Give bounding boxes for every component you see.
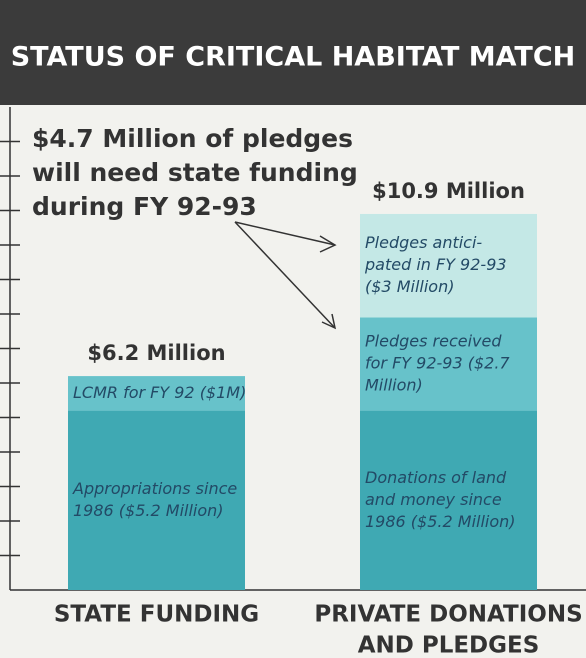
- x-tick-label: STATE FUNDING: [54, 602, 259, 628]
- segment-label: Appropriations since: [72, 479, 237, 498]
- total-label: $10.9 Million: [372, 179, 525, 203]
- segment-label: pated in FY 92-93: [364, 255, 507, 274]
- annotation: during FY 92-93: [32, 192, 257, 221]
- bar-segment: [360, 410, 537, 590]
- segment-label: for FY 92-93 ($2.7: [365, 354, 510, 373]
- segment-label: LCMR for FY 92 ($1M): [73, 383, 246, 402]
- segment-label: Pledges antici-: [365, 233, 482, 252]
- bar-segment: [68, 410, 245, 590]
- chart-title: STATUS OF CRITICAL HABITAT MATCH: [11, 42, 576, 73]
- bar-segment: [68, 376, 245, 411]
- segment-label: 1986 ($5.2 Million): [365, 512, 516, 531]
- arrows: [234, 221, 337, 330]
- x-tick-label: PRIVATE DONATIONS: [314, 602, 582, 628]
- bar-segment: [360, 213, 537, 318]
- segment-label: Million): [365, 376, 423, 395]
- total-label: $6.2 Million: [87, 341, 225, 365]
- annotation: $4.7 Million of pledges: [32, 124, 353, 153]
- segment-label: Pledges received: [365, 332, 502, 351]
- segment-label: ($3 Million): [365, 277, 454, 296]
- segment-label: 1986 ($5.2 Million): [73, 501, 224, 520]
- x-tick-label: AND PLEDGES: [358, 633, 540, 658]
- bar-segment: [360, 317, 537, 411]
- segment-label: Donations of land: [365, 468, 507, 487]
- segment-label: and money since: [365, 490, 502, 509]
- header-band: [0, 0, 586, 105]
- annotation: will need state funding: [32, 158, 358, 187]
